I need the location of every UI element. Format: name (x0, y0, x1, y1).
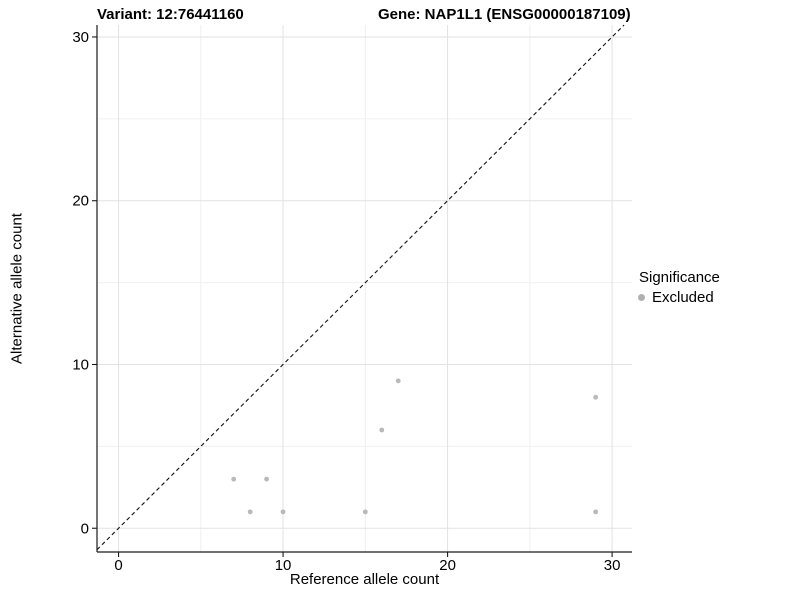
x-tick-label: 30 (604, 557, 621, 574)
data-point (264, 476, 270, 482)
legend: Significance Excluded (638, 269, 720, 306)
y-tick-label: 10 (72, 356, 89, 373)
legend-title: Significance (639, 269, 720, 286)
data-point (280, 509, 286, 515)
legend-point-icon (638, 294, 645, 301)
y-tick-label: 0 (81, 520, 89, 537)
data-point (231, 476, 237, 482)
y-tick-label: 30 (72, 29, 89, 46)
legend-item-excluded: Excluded (638, 289, 720, 306)
data-point (395, 378, 401, 384)
x-axis-title: Reference allele count (289, 571, 440, 588)
x-tick-label: 10 (275, 557, 292, 574)
identity-line (96, 24, 625, 551)
x-tick-label: 0 (114, 557, 122, 574)
legend-item-label: Excluded (652, 289, 714, 306)
data-point (247, 509, 253, 515)
y-tick-label: 20 (72, 193, 89, 210)
gene-title: Gene: NAP1L1 (ENSG00000187109) (378, 6, 631, 23)
data-point (362, 509, 368, 515)
y-axis-title: Alternative allele count (8, 213, 26, 364)
variant-title: Variant: 12:76441160 (97, 6, 244, 23)
data-point (593, 509, 599, 515)
data-point (593, 394, 599, 400)
data-point (379, 427, 385, 433)
x-tick-label: 20 (439, 557, 456, 574)
